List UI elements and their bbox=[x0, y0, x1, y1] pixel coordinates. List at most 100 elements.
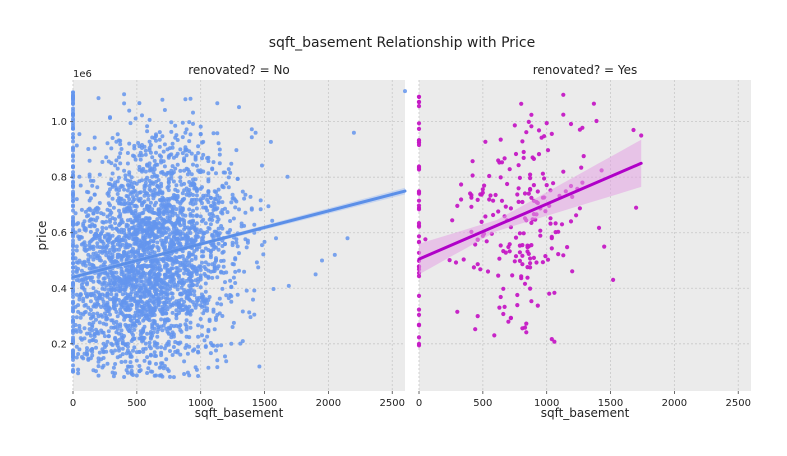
data-point bbox=[247, 310, 252, 315]
data-point bbox=[129, 290, 134, 295]
data-point bbox=[140, 304, 144, 309]
data-point bbox=[76, 367, 81, 372]
data-point bbox=[159, 324, 164, 329]
data-point bbox=[207, 295, 212, 299]
data-point bbox=[127, 141, 132, 146]
data-point bbox=[212, 327, 217, 332]
data-point bbox=[143, 235, 148, 240]
data-point bbox=[137, 349, 142, 354]
data-point bbox=[235, 176, 240, 181]
confidence-band bbox=[419, 139, 642, 275]
data-point bbox=[127, 172, 132, 177]
data-point bbox=[119, 266, 124, 271]
data-point bbox=[196, 234, 201, 239]
data-point bbox=[74, 329, 79, 334]
data-point bbox=[216, 241, 221, 246]
data-point bbox=[138, 279, 143, 284]
data-point bbox=[129, 368, 134, 373]
data-point bbox=[74, 270, 79, 275]
data-point bbox=[240, 339, 245, 344]
data-point bbox=[110, 241, 115, 246]
data-point bbox=[521, 155, 526, 160]
data-point bbox=[117, 331, 121, 336]
data-point bbox=[529, 195, 534, 200]
data-point bbox=[154, 138, 158, 143]
data-point bbox=[253, 130, 258, 135]
data-point bbox=[182, 271, 187, 276]
data-point bbox=[113, 362, 118, 366]
data-point bbox=[203, 273, 208, 278]
data-point bbox=[155, 217, 160, 222]
data-point bbox=[216, 247, 221, 252]
data-point bbox=[631, 127, 636, 133]
data-point bbox=[143, 313, 148, 318]
data-point bbox=[120, 270, 125, 275]
data-point bbox=[161, 306, 166, 311]
data-point bbox=[203, 345, 208, 349]
data-point bbox=[152, 158, 157, 163]
data-point bbox=[194, 197, 199, 202]
data-point bbox=[182, 227, 187, 232]
data-point bbox=[71, 369, 75, 374]
data-point bbox=[234, 148, 239, 153]
data-point bbox=[145, 371, 150, 375]
data-point bbox=[239, 221, 244, 226]
data-point bbox=[102, 334, 107, 339]
data-point bbox=[71, 90, 75, 95]
data-point bbox=[240, 309, 245, 314]
data-point bbox=[493, 192, 498, 198]
data-point bbox=[87, 198, 92, 203]
data-point bbox=[556, 229, 561, 234]
data-point bbox=[128, 327, 133, 331]
data-point bbox=[118, 322, 123, 327]
data-point bbox=[168, 219, 172, 224]
data-point bbox=[132, 327, 137, 332]
data-point bbox=[142, 358, 147, 363]
data-point bbox=[201, 152, 206, 157]
data-point bbox=[73, 323, 78, 327]
data-point bbox=[77, 237, 82, 241]
data-point bbox=[196, 350, 201, 355]
data-point bbox=[160, 97, 165, 102]
data-point bbox=[142, 207, 147, 212]
data-point bbox=[515, 192, 520, 197]
data-point bbox=[117, 234, 121, 239]
data-point bbox=[198, 124, 203, 129]
data-point bbox=[180, 217, 185, 222]
data-point bbox=[178, 175, 183, 180]
data-point bbox=[447, 258, 452, 263]
data-point bbox=[115, 192, 120, 196]
data-point bbox=[159, 345, 164, 350]
data-point bbox=[517, 231, 523, 236]
data-point bbox=[85, 189, 89, 194]
data-point bbox=[268, 139, 273, 144]
data-point bbox=[184, 318, 189, 323]
data-point bbox=[99, 313, 104, 318]
data-point bbox=[261, 252, 266, 257]
data-point bbox=[169, 266, 174, 271]
data-point bbox=[513, 254, 519, 259]
data-point bbox=[79, 355, 84, 359]
data-point bbox=[160, 312, 165, 316]
data-point bbox=[497, 256, 502, 261]
data-point bbox=[188, 298, 193, 303]
data-point bbox=[553, 221, 558, 226]
data-point bbox=[185, 172, 190, 177]
data-point bbox=[231, 262, 236, 267]
data-point bbox=[559, 222, 565, 227]
data-point bbox=[203, 267, 208, 271]
data-point bbox=[136, 251, 141, 256]
data-point bbox=[152, 167, 157, 172]
data-point bbox=[88, 299, 93, 304]
data-point bbox=[114, 186, 119, 191]
data-point bbox=[568, 219, 574, 224]
data-point bbox=[150, 207, 155, 212]
data-point bbox=[156, 300, 161, 305]
data-point bbox=[193, 256, 198, 261]
data-point bbox=[513, 151, 519, 157]
data-point bbox=[525, 249, 530, 254]
data-point bbox=[215, 358, 220, 363]
data-point bbox=[180, 120, 185, 125]
data-point bbox=[528, 286, 533, 291]
